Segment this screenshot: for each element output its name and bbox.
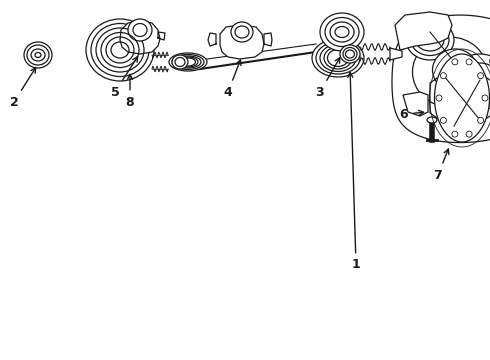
Circle shape [452, 59, 458, 65]
Polygon shape [435, 54, 490, 142]
Polygon shape [220, 25, 264, 59]
Text: 1: 1 [348, 72, 360, 271]
Text: 3: 3 [316, 58, 340, 99]
Ellipse shape [175, 58, 185, 67]
Ellipse shape [172, 55, 188, 69]
Ellipse shape [169, 53, 207, 71]
Circle shape [464, 99, 470, 106]
Text: 6: 6 [400, 108, 424, 121]
Circle shape [464, 58, 470, 65]
Ellipse shape [320, 13, 364, 51]
Ellipse shape [24, 42, 52, 68]
Circle shape [450, 78, 458, 86]
Ellipse shape [340, 45, 360, 63]
Ellipse shape [427, 117, 437, 123]
Polygon shape [120, 21, 160, 54]
Ellipse shape [416, 29, 444, 51]
Ellipse shape [459, 63, 490, 101]
Ellipse shape [128, 19, 152, 41]
Text: 8: 8 [126, 74, 134, 108]
Ellipse shape [406, 20, 454, 60]
Ellipse shape [335, 27, 349, 37]
Circle shape [478, 73, 484, 79]
Ellipse shape [86, 19, 154, 81]
Circle shape [452, 131, 458, 137]
Ellipse shape [330, 22, 354, 42]
Ellipse shape [325, 18, 359, 46]
Text: 2: 2 [10, 68, 36, 108]
Ellipse shape [343, 48, 357, 60]
Ellipse shape [413, 37, 488, 107]
Polygon shape [403, 92, 428, 116]
Circle shape [441, 117, 446, 123]
Text: 4: 4 [223, 60, 241, 99]
Circle shape [478, 117, 484, 123]
Circle shape [466, 59, 472, 65]
Circle shape [436, 95, 442, 101]
Circle shape [466, 131, 472, 137]
Ellipse shape [235, 26, 249, 38]
Polygon shape [395, 12, 452, 50]
Ellipse shape [312, 39, 364, 77]
Ellipse shape [133, 23, 147, 36]
Ellipse shape [433, 49, 477, 91]
Polygon shape [390, 48, 402, 60]
Circle shape [482, 95, 488, 101]
Text: 5: 5 [111, 57, 138, 99]
Ellipse shape [411, 24, 449, 55]
Ellipse shape [231, 22, 253, 42]
Ellipse shape [450, 54, 490, 110]
Polygon shape [392, 15, 490, 143]
Ellipse shape [345, 50, 354, 58]
Circle shape [441, 73, 446, 79]
Text: 7: 7 [434, 149, 449, 181]
